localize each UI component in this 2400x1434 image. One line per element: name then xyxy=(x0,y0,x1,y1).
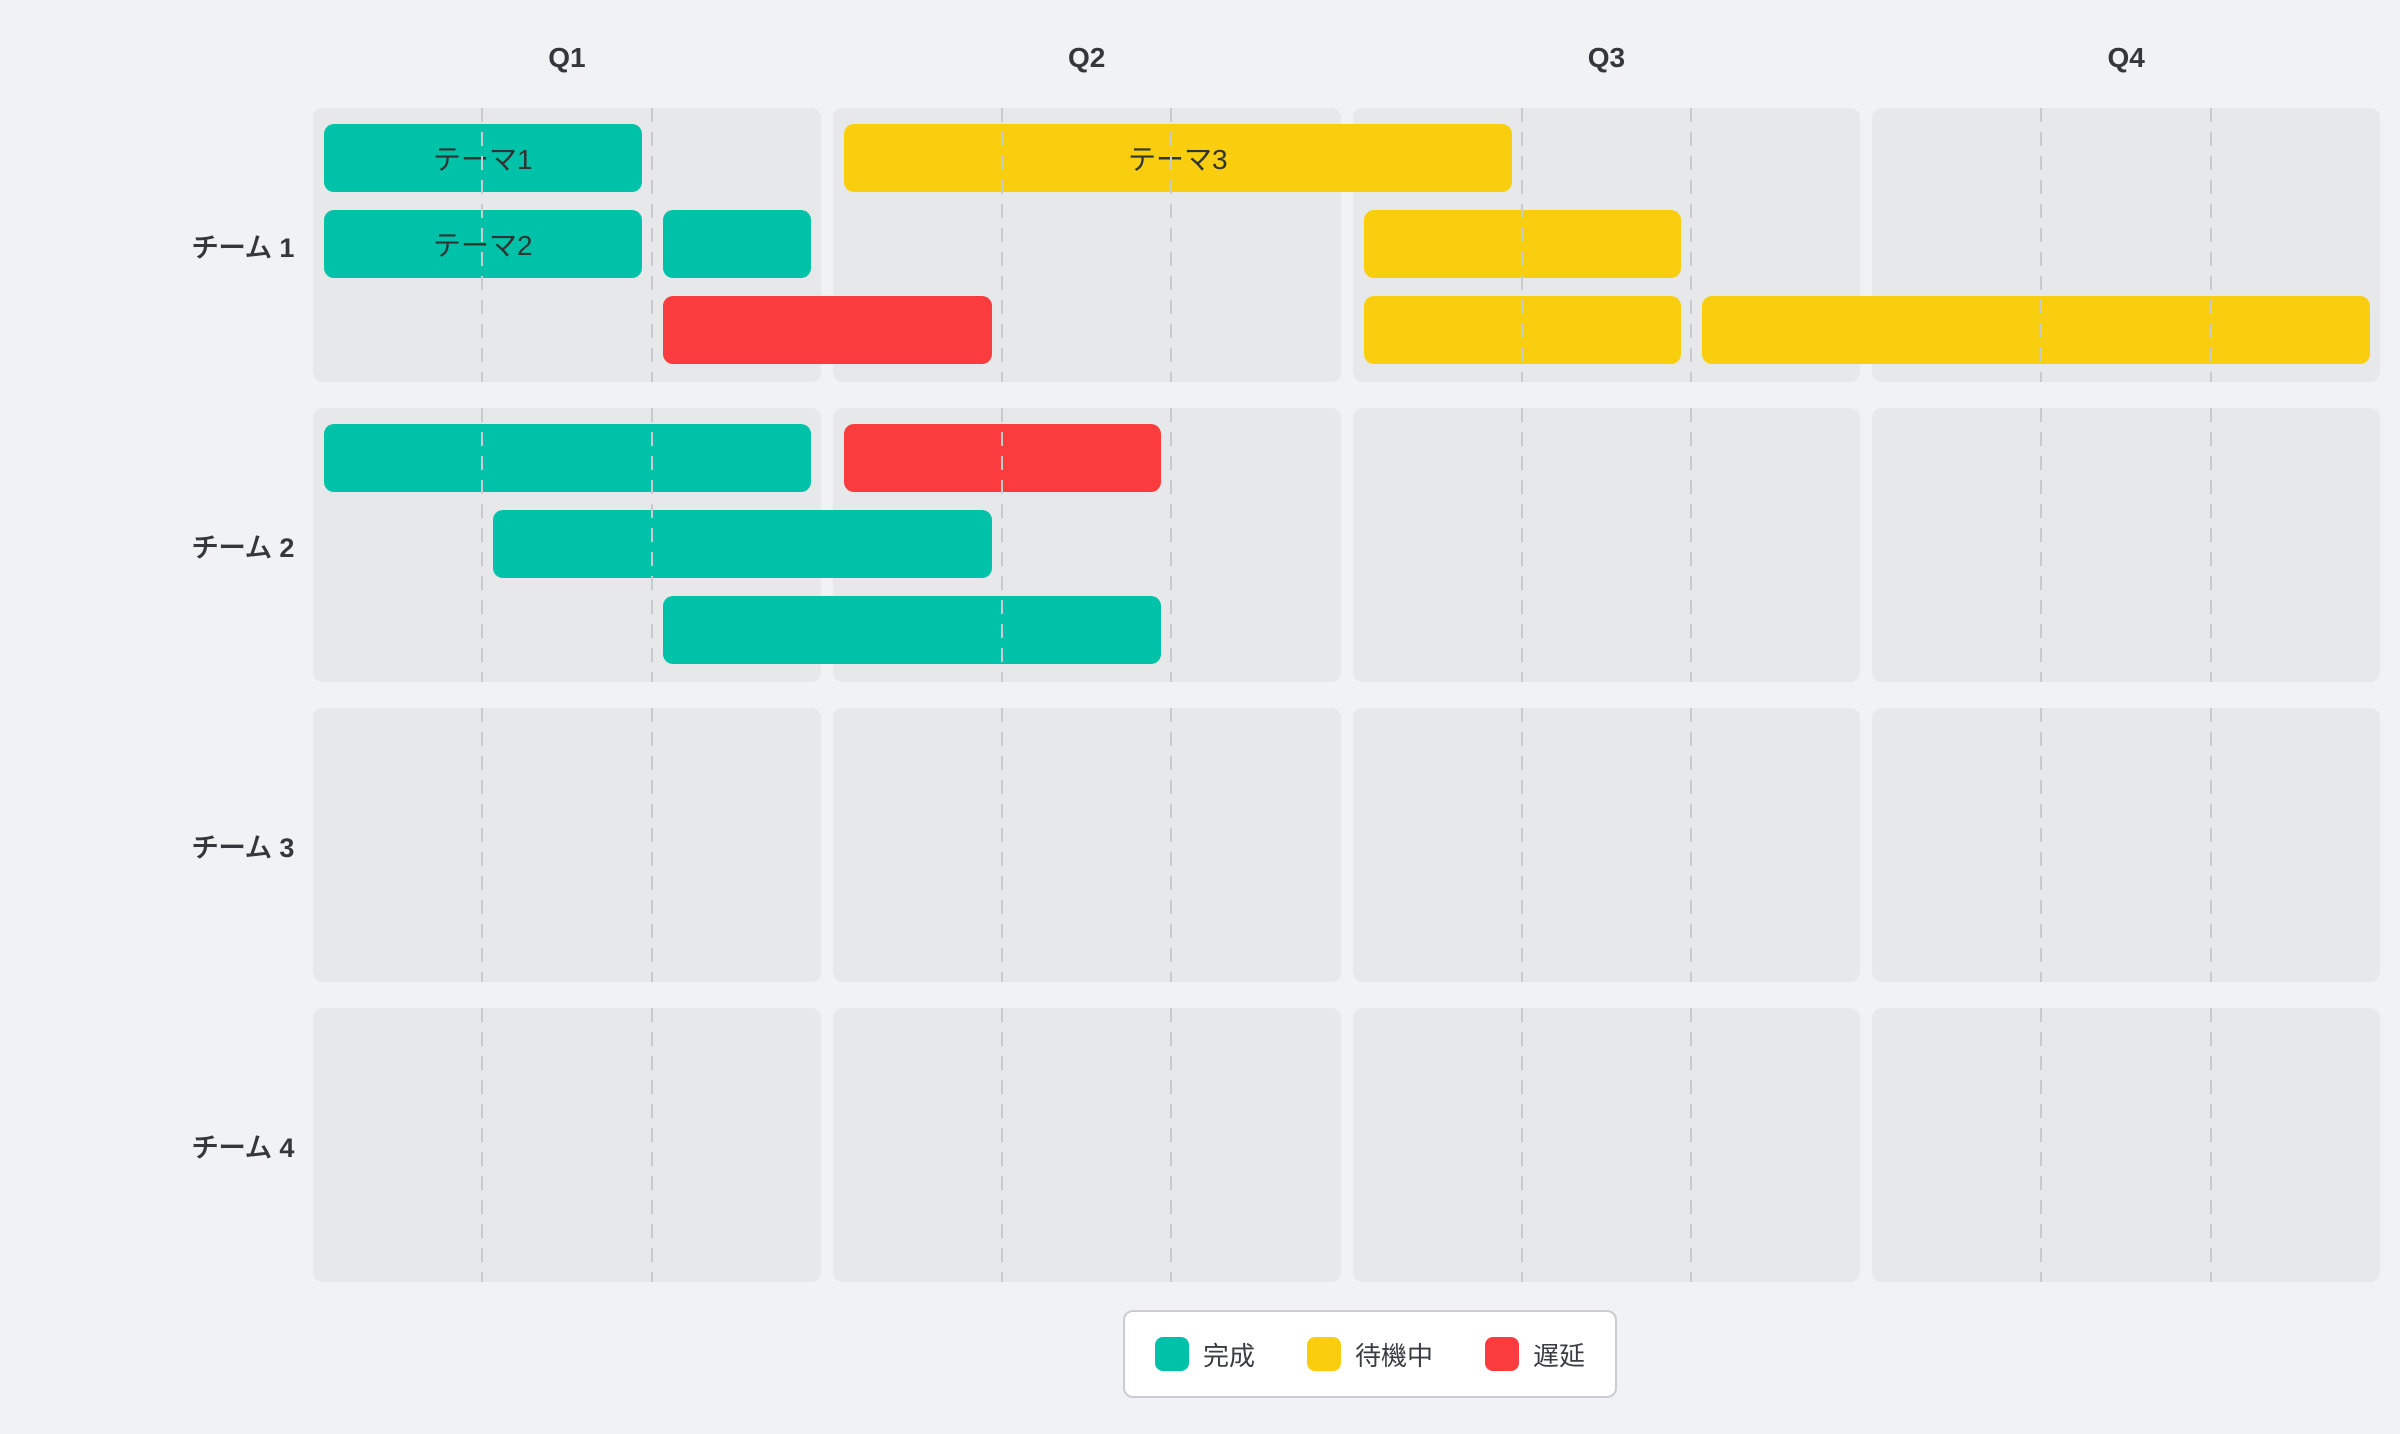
month-gridline xyxy=(2040,108,2043,382)
legend-label-waiting: 待機中 xyxy=(1354,1340,1433,1371)
month-gridline xyxy=(481,708,484,982)
team-row-3 xyxy=(313,708,2380,982)
month-gridline xyxy=(1000,108,1003,382)
month-gridline xyxy=(1690,1008,1692,1282)
month-gridline xyxy=(1520,108,1523,382)
month-gridline xyxy=(1170,1008,1173,1282)
month-gridline xyxy=(481,408,484,682)
legend-swatch-done xyxy=(1155,1337,1189,1371)
month-gridline xyxy=(1170,408,1173,682)
legend: 完成 待機中 遅延 xyxy=(1123,1310,1617,1398)
month-gridline xyxy=(2209,408,2212,682)
month-gridline xyxy=(2209,708,2212,982)
month-gridline xyxy=(1000,1008,1003,1282)
month-gridline xyxy=(1520,408,1523,682)
team-label-2: チーム 2 xyxy=(191,532,295,563)
month-gridline xyxy=(481,108,484,382)
month-gridline xyxy=(1690,108,1692,382)
quarter-header: Q1 Q2 Q3 Q4 xyxy=(313,30,2380,86)
month-gridline xyxy=(1520,708,1523,982)
grid-cell-team4-q3 xyxy=(1352,1008,1861,1282)
quarter-label-q3: Q3 xyxy=(1587,42,1626,73)
grid-cell-team3-q4 xyxy=(1872,708,2380,982)
team-label-3: チーム 3 xyxy=(191,832,295,863)
team-label-1: チーム 1 xyxy=(191,232,295,263)
legend-swatch-waiting xyxy=(1306,1337,1341,1371)
task-bar-waiting[interactable] xyxy=(1702,296,2370,364)
grid-cell-team3-q2 xyxy=(832,708,1341,982)
task-bar-done[interactable] xyxy=(662,596,1162,664)
month-gridline xyxy=(1690,408,1692,682)
team-row-4 xyxy=(313,1008,2380,1282)
month-gridline xyxy=(2209,108,2212,382)
legend-label-delayed: 遅延 xyxy=(1532,1340,1585,1371)
team-row-1: テーマ1テーマ2テーマ3 xyxy=(313,108,2380,382)
quarter-label-q4: Q4 xyxy=(2107,42,2145,73)
grid-cell-team4-q1 xyxy=(313,1008,821,1282)
legend-item-done: 完成 xyxy=(1155,1336,1255,1373)
legend-label-done: 完成 xyxy=(1203,1340,1256,1371)
grid-cell-team3-q3 xyxy=(1352,708,1861,982)
quarter-label-q2: Q2 xyxy=(1067,42,1106,73)
month-gridline xyxy=(2040,408,2043,682)
task-bar-done[interactable] xyxy=(493,510,992,578)
month-gridline xyxy=(1520,1008,1523,1282)
task-bar-waiting-テーマ3[interactable]: テーマ3 xyxy=(843,124,1512,192)
grid-cell-team2-q4 xyxy=(1872,408,2380,682)
month-gridline xyxy=(1000,408,1003,682)
grid-cell-team4-q4 xyxy=(1872,1008,2380,1282)
month-gridline xyxy=(1690,708,1692,982)
month-gridline xyxy=(650,1008,653,1282)
month-gridline xyxy=(1170,108,1173,382)
month-gridline xyxy=(2040,708,2043,982)
bar-layer-team1: テーマ1テーマ2テーマ3 xyxy=(313,108,2380,382)
legend-item-waiting: 待機中 xyxy=(1306,1336,1433,1373)
bar-layer-team4 xyxy=(313,1008,2380,1282)
month-gridline xyxy=(650,408,653,682)
team-row-2 xyxy=(313,408,2380,682)
task-bar-done[interactable] xyxy=(662,210,811,278)
month-gridline xyxy=(2040,1008,2043,1282)
month-gridline xyxy=(1000,708,1003,982)
month-gridline xyxy=(650,108,653,382)
legend-item-delayed: 遅延 xyxy=(1484,1336,1585,1373)
month-gridline xyxy=(650,708,653,982)
task-bar-delayed[interactable] xyxy=(662,296,992,364)
month-gridline xyxy=(2209,1008,2212,1282)
grid-cell-team4-q2 xyxy=(832,1008,1341,1282)
grid-cell-team2-q3 xyxy=(1352,408,1861,682)
month-gridline xyxy=(481,1008,484,1282)
team-label-4: チーム 4 xyxy=(191,1132,295,1163)
bar-layer-team3 xyxy=(313,708,2380,982)
month-gridline xyxy=(1170,708,1173,982)
task-bar-done[interactable] xyxy=(324,424,811,492)
quarter-label-q1: Q1 xyxy=(548,42,586,73)
grid-cell-team3-q1 xyxy=(313,708,821,982)
legend-swatch-delayed xyxy=(1484,1337,1519,1371)
bar-layer-team2 xyxy=(313,408,2380,682)
